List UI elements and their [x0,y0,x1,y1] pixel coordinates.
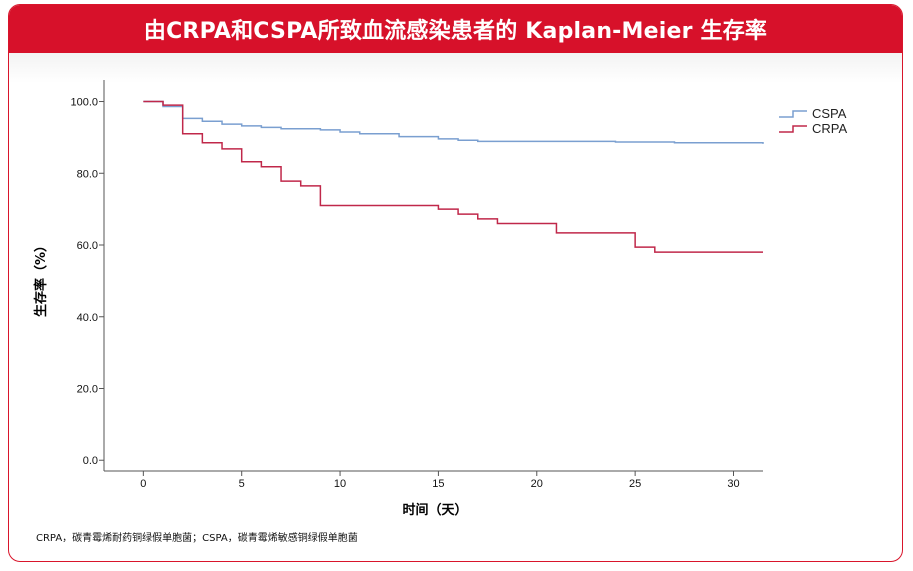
chart-axes [103,80,763,472]
chart-series [143,100,764,253]
chart-ticks: 0 5 10 15 20 25 30 0.0 20.0 40.0 60.0 80.0 100.0 [70,97,739,490]
x-tick-label: 10 [334,478,346,490]
x-tick-label: 20 [531,478,543,490]
x-tick-label: 30 [727,478,739,490]
figure-card: 由CRPA和CSPA所致血流感染患者的 Kaplan-Meier 生存率 [8,4,903,562]
y-tick-label: 60.0 [77,240,98,252]
y-tick-label: 100.0 [70,97,98,109]
x-tick-label: 25 [629,478,641,490]
y-axis-title: 生存率（%） [33,239,49,317]
y-tick-label: 40.0 [77,312,98,324]
series-line-crpa [143,100,763,253]
x-tick-label: 5 [239,478,245,490]
page-title: 由CRPA和CSPA所致血流感染患者的 Kaplan-Meier 生存率 [9,5,902,53]
legend-swatch-crpa [779,125,807,133]
y-tick-label: 20.0 [77,383,98,395]
footnote: CRPA，碳青霉烯耐药铜绿假单胞菌；CSPA，碳青霉烯敏感铜绿假单胞菌 [36,533,358,544]
y-tick-label: 80.0 [77,168,98,180]
legend-label-crpa: CRPA [812,121,847,136]
x-tick-label: 15 [432,478,444,490]
legend-swatch-cspa [779,110,807,118]
legend-label-cspa: CSPA [812,106,847,121]
x-tick-label: 0 [140,478,146,490]
x-axis-title: 时间（天） [402,502,467,518]
header-shadow [9,53,902,83]
series-line-cspa [143,100,764,144]
y-tick-label: 0.0 [83,455,98,467]
